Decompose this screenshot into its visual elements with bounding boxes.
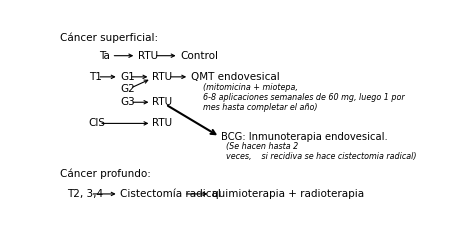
Text: Ta: Ta [99,51,110,61]
Text: Cáncer profundo:: Cáncer profundo: [61,169,151,180]
Text: CIS: CIS [89,118,106,128]
Text: G2: G2 [120,84,135,94]
Text: T1: T1 [89,72,101,82]
Text: 6-8 aplicaciones semanales de 60 mg, luego 1 por: 6-8 aplicaciones semanales de 60 mg, lue… [203,93,405,102]
Text: quimioterapia + radioterapia: quimioterapia + radioterapia [212,189,364,199]
Text: veces,    si recidiva se hace cistectomia radical): veces, si recidiva se hace cistectomia r… [226,152,417,161]
Text: RTU: RTU [138,51,158,61]
Text: RTU: RTU [152,97,172,107]
Text: RTU: RTU [152,72,172,82]
Text: RTU: RTU [152,118,172,128]
Text: Cáncer superficial:: Cáncer superficial: [61,32,158,43]
Text: BCG: Inmunoterapia endovesical.: BCG: Inmunoterapia endovesical. [221,132,388,142]
Text: G1: G1 [120,72,135,82]
Text: G3: G3 [120,97,135,107]
Text: mes hasta completar el año): mes hasta completar el año) [203,103,318,112]
Text: Cistectomía radical: Cistectomía radical [120,189,221,199]
Text: Control: Control [180,51,218,61]
Text: (mitomicina + miotepa,: (mitomicina + miotepa, [203,83,298,92]
Text: (Se hacen hasta 2: (Se hacen hasta 2 [226,142,298,151]
Text: T2, 3,4: T2, 3,4 [67,189,104,199]
Text: QMT endovesical: QMT endovesical [191,72,280,82]
